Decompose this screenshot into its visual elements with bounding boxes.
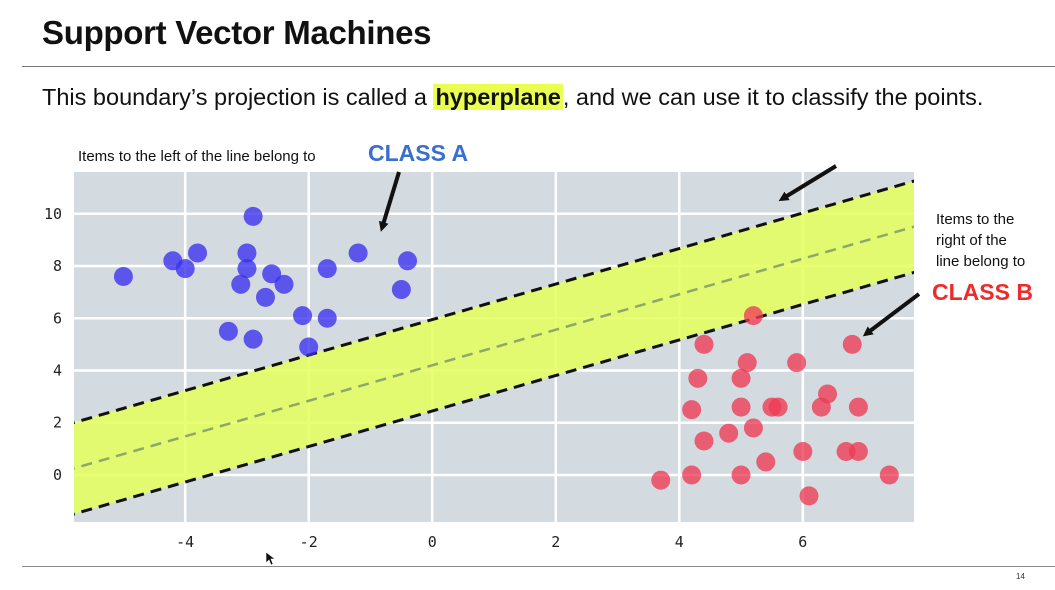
class-b-point: [793, 441, 813, 461]
class-b-arrow: [862, 292, 921, 337]
y-tick-label: 2: [53, 414, 62, 432]
class-a-point: [255, 287, 275, 307]
class-b-point: [737, 353, 757, 373]
class-b-point: [743, 418, 763, 438]
points: [113, 206, 899, 506]
class-a-label: CLASS A: [368, 140, 468, 166]
y-tick-label: 4: [53, 362, 62, 380]
x-tick-label: 4: [675, 533, 684, 551]
class-b-point: [682, 465, 702, 485]
class-b-point: [768, 397, 788, 417]
right-annotation-line-3: line belong to: [936, 253, 1025, 270]
class-b-point: [818, 384, 838, 404]
class-a-point: [231, 274, 251, 294]
class-b-point: [682, 400, 702, 420]
y-tick-label: 0: [53, 466, 62, 484]
class-b-point: [688, 368, 708, 388]
tick-labels: -4 -2 0 2 4 6 0 2 4 6 8 10: [44, 205, 807, 551]
class-b-point: [731, 465, 751, 485]
class-a-point: [237, 243, 257, 263]
class-b-point: [719, 423, 739, 443]
page-number: 14: [1016, 572, 1025, 581]
margin-arrow: [778, 164, 838, 202]
x-tick-label: 2: [551, 533, 560, 551]
class-a-point: [113, 266, 133, 286]
class-b-point: [848, 441, 868, 461]
left-annotation-text: Items to the left of the line belong to: [78, 148, 316, 165]
class-a-point: [391, 280, 411, 300]
class-a-point: [293, 306, 313, 326]
hyperplane-highlight: hyperplane: [433, 84, 563, 110]
class-b-point: [731, 397, 751, 417]
class-b-point: [879, 465, 899, 485]
class-a-point: [188, 243, 208, 263]
class-b-point: [651, 470, 671, 490]
title-divider: [22, 66, 1055, 67]
y-tick-label: 6: [53, 309, 62, 327]
x-tick-label: 0: [428, 533, 437, 551]
class-b-point: [731, 368, 751, 388]
upper-margin-line: [74, 179, 914, 425]
subtitle-text-after: , and we can use it to classify the poin…: [562, 84, 984, 110]
class-b-point: [787, 353, 807, 373]
y-tick-label: 8: [53, 257, 62, 275]
class-b-point: [842, 334, 862, 354]
margin-band-group: [74, 179, 914, 516]
slide-title: Support Vector Machines: [42, 14, 432, 51]
hyperplane-line: [74, 225, 914, 470]
class-a-point: [243, 329, 263, 349]
slide-subtitle: This boundary’s projection is called a h…: [42, 84, 983, 111]
class-b-label: CLASS B: [932, 279, 1033, 305]
class-a-point: [398, 251, 418, 271]
lower-margin-line: [74, 270, 914, 516]
mouse-cursor-icon: [265, 551, 276, 566]
class-a-point: [237, 259, 257, 279]
class-a-point: [163, 251, 183, 271]
x-tick-label: -2: [300, 533, 318, 551]
right-annotation-line-2: right of the: [936, 232, 1007, 249]
class-b-point: [743, 306, 763, 326]
x-tick-label: 6: [798, 533, 807, 551]
class-b-point: [848, 397, 868, 417]
margin-band: [74, 181, 914, 515]
x-tick-label: -4: [176, 533, 194, 551]
class-b-point: [799, 486, 819, 506]
right-annotation-line-1: Items to the: [936, 211, 1014, 228]
class-a-point: [317, 259, 337, 279]
class-b-point: [694, 334, 714, 354]
footer-divider: [22, 566, 1055, 567]
subtitle-text-before: This boundary’s projection is called a: [42, 84, 434, 110]
class-a-point: [317, 308, 337, 328]
class-a-point: [274, 274, 294, 294]
class-a-point: [218, 321, 238, 341]
y-tick-label: 10: [44, 205, 62, 223]
class-b-point: [756, 452, 776, 472]
class-a-point: [348, 243, 368, 263]
class-a-point: [262, 264, 282, 284]
class-a-point: [299, 337, 319, 357]
class-b-point: [694, 431, 714, 451]
class-a-point: [243, 206, 263, 226]
class-a-arrow: [378, 171, 401, 232]
